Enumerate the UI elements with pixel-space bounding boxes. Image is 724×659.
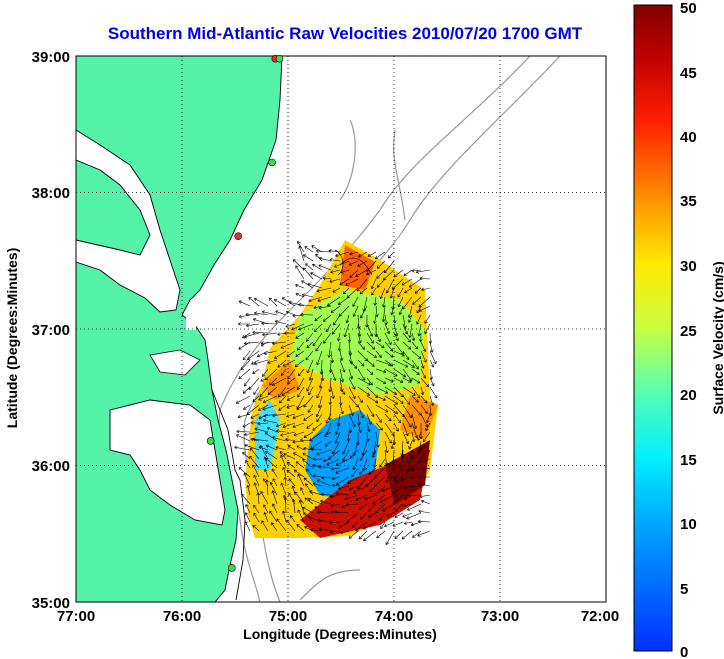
cb-tick-2: 10 — [680, 516, 697, 533]
cb-tick-7: 35 — [680, 193, 697, 210]
lon-tick-2: 75:00 — [269, 608, 307, 625]
x-axis-label: Longitude (Degrees:Minutes) — [243, 626, 437, 642]
cb-tick-1: 5 — [680, 581, 688, 598]
lon-tick-4: 73:00 — [481, 608, 519, 625]
cb-tick-8: 40 — [680, 129, 697, 146]
station-marker-3 — [234, 232, 242, 240]
station-markers — [206, 54, 284, 572]
lat-tick-2: 37:00 — [32, 322, 70, 339]
colorbar — [633, 4, 673, 652]
station-marker-4 — [206, 437, 215, 445]
lat-tick-4: 35:00 — [32, 595, 70, 612]
lon-tick-0: 77:00 — [57, 608, 95, 625]
lon-tick-labels: 77:00 76:00 75:00 74:00 73:00 72:00 — [57, 608, 619, 625]
station-marker-2 — [268, 158, 276, 167]
lon-tick-1: 76:00 — [163, 608, 201, 625]
cb-tick-0: 0 — [680, 644, 688, 659]
station-marker-5 — [228, 564, 236, 572]
lat-tick-3: 36:00 — [32, 458, 70, 475]
lat-tick-labels: 39:00 38:00 37:00 36:00 35:00 — [32, 49, 70, 612]
lat-tick-1: 38:00 — [32, 185, 70, 202]
lon-tick-5: 72:00 — [581, 608, 619, 625]
cb-tick-4: 20 — [680, 387, 697, 404]
cb-tick-6: 30 — [680, 258, 697, 275]
cb-tick-3: 15 — [680, 452, 697, 469]
lat-tick-0: 39:00 — [32, 49, 70, 66]
cb-tick-5: 25 — [680, 323, 697, 340]
colorbar-ticks: 0 5 10 15 20 25 30 35 40 45 50 — [680, 0, 697, 659]
grid-lines — [76, 56, 606, 602]
map-title: Southern Mid-Atlantic Raw Velocities 201… — [107, 24, 583, 43]
plot-frame — [75, 55, 607, 603]
cb-tick-10: 50 — [680, 0, 697, 17]
lon-tick-3: 74:00 — [375, 608, 413, 625]
cb-tick-9: 45 — [680, 65, 697, 82]
velocity-arrows — [234, 241, 438, 546]
station-marker-1 — [275, 54, 284, 63]
land — [76, 56, 283, 602]
